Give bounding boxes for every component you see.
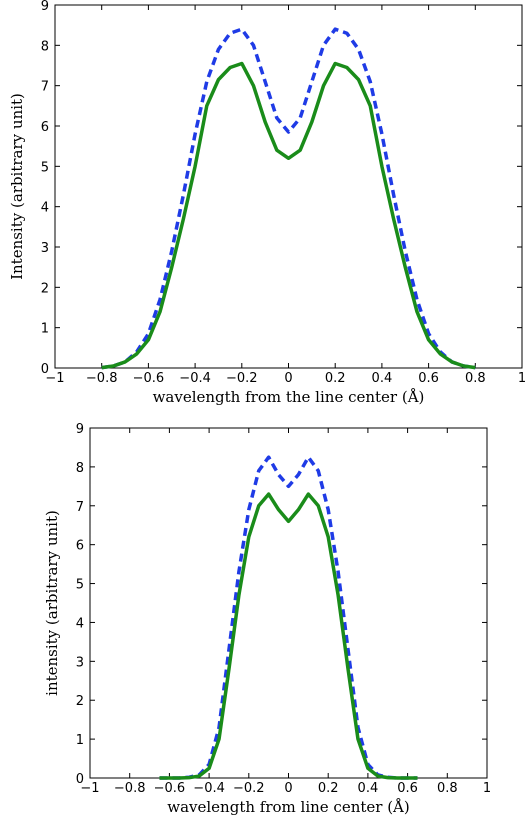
x-tick-label: −0.6 xyxy=(154,781,186,796)
data-line xyxy=(159,455,418,780)
x-tick-label: 0.2 xyxy=(325,371,346,386)
y-tick-label: 5 xyxy=(76,578,84,593)
plot-frame xyxy=(89,427,488,779)
x-tick-label: 0.2 xyxy=(318,781,339,796)
x-tick-label: −0.8 xyxy=(86,371,118,386)
x-tick-label: 0 xyxy=(284,781,292,796)
x-tick-label: −0.6 xyxy=(133,371,165,386)
x-tick-label: −0.2 xyxy=(226,371,258,386)
y-tick-label: 4 xyxy=(76,616,84,631)
y-tick-label: 5 xyxy=(41,160,49,175)
x-tick-label: −0.4 xyxy=(179,371,211,386)
x-tick-label: 0.8 xyxy=(437,781,458,796)
y-tick-label: 9 xyxy=(41,0,49,14)
y-tick-label: 2 xyxy=(41,281,49,296)
y-tick-label: 7 xyxy=(41,80,49,95)
plot-frame xyxy=(54,4,523,369)
y-axis-label: Intensity (arbitrary unit) xyxy=(8,93,26,280)
x-tick-label: 0.4 xyxy=(358,781,379,796)
x-tick-label: 1 xyxy=(518,371,526,386)
y-tick-label: 3 xyxy=(76,655,84,670)
y-tick-label: 1 xyxy=(76,733,84,748)
y-tick-label: 0 xyxy=(41,362,49,377)
x-axis-label: wavelength from line center (Å) xyxy=(167,798,410,816)
x-tick-label: −0.4 xyxy=(193,781,225,796)
y-tick-label: 2 xyxy=(76,694,84,709)
x-tick-label: 0.4 xyxy=(372,371,393,386)
y-tick-label: 4 xyxy=(41,201,49,216)
y-tick-label: 8 xyxy=(76,461,84,476)
y-tick-label: 8 xyxy=(41,39,49,54)
data-line xyxy=(101,27,476,370)
x-axis-label: wavelength from the line center (Å) xyxy=(153,388,425,406)
x-tick-label: −0.2 xyxy=(233,781,265,796)
data-line xyxy=(159,492,418,780)
y-axis-label: intensity (arbitrary unit) xyxy=(43,510,61,696)
x-tick-label: 0 xyxy=(284,371,292,386)
y-tick-label: 7 xyxy=(76,500,84,515)
y-tick-label: 9 xyxy=(76,422,84,437)
x-tick-label: 1 xyxy=(483,781,491,796)
x-tick-label: −0.8 xyxy=(114,781,146,796)
x-tick-label: 0.6 xyxy=(418,371,439,386)
data-line xyxy=(101,61,476,370)
x-tick-label: −1 xyxy=(45,371,64,386)
y-tick-label: 6 xyxy=(76,539,84,554)
x-tick-label: 0.6 xyxy=(397,781,418,796)
y-tick-label: 3 xyxy=(41,241,49,256)
y-tick-label: 1 xyxy=(41,322,49,337)
y-tick-label: 0 xyxy=(76,772,84,787)
x-tick-label: 0.8 xyxy=(465,371,486,386)
y-tick-label: 6 xyxy=(41,120,49,135)
x-tick-label: −1 xyxy=(80,781,99,796)
